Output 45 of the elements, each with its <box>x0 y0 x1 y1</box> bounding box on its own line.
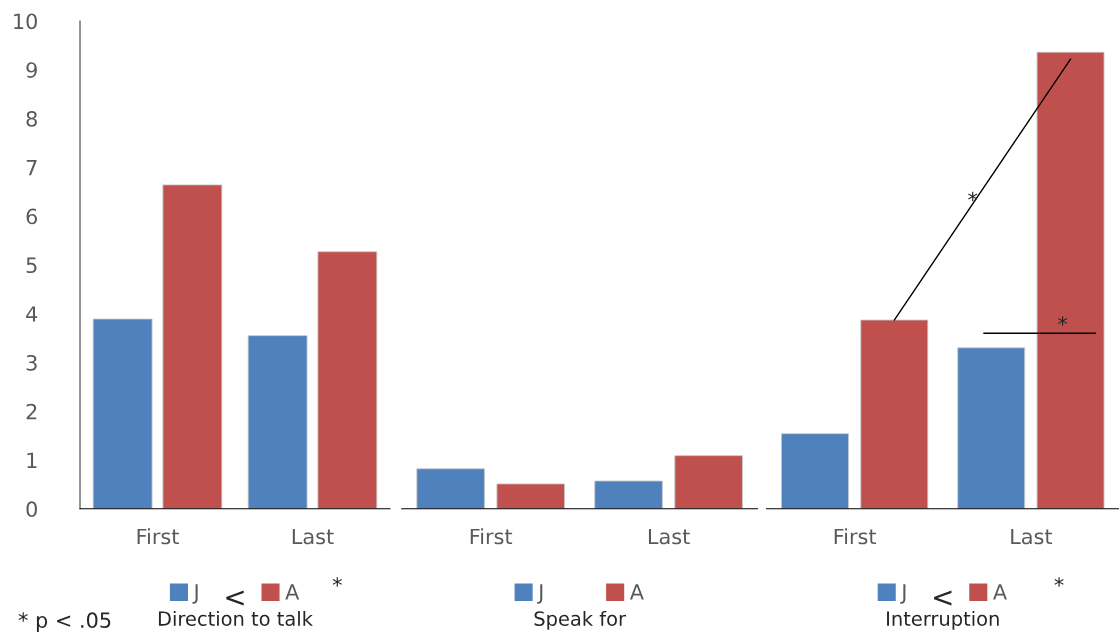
text: < <box>934 590 952 606</box>
bar <box>496 483 565 509</box>
x-axis-title: Direction to talk <box>158 610 313 626</box>
y-tick-label: 10 <box>14 13 37 30</box>
annotation: * <box>968 191 978 202</box>
text: * p < .05 <box>18 612 111 633</box>
y-tick-label: 3 <box>26 354 37 371</box>
x-axis-title: Speak for <box>534 610 627 630</box>
x-tick-label: First <box>137 528 179 545</box>
y-tick-label: 1 <box>27 452 37 468</box>
annotation: * <box>1058 316 1068 326</box>
x-tick-label: Last <box>1011 528 1053 545</box>
bar <box>92 318 153 509</box>
y-tick-label: 4 <box>26 306 38 322</box>
legend-label: J <box>537 584 543 604</box>
bar <box>594 480 663 509</box>
bar <box>247 335 308 509</box>
bar <box>674 455 743 509</box>
legend-label: A <box>629 584 644 600</box>
legend-label: J <box>192 584 198 604</box>
y-tick-label: 0 <box>26 501 37 518</box>
bar <box>162 184 223 509</box>
text: * <box>1054 577 1064 587</box>
x-tick-label: First <box>470 528 513 545</box>
y-tick-label: 6 <box>26 208 38 225</box>
y-tick-label: 9 <box>26 62 37 78</box>
legend-label: A <box>993 584 1007 600</box>
x-axis-title: Interruption <box>887 610 999 630</box>
legend-label: A <box>285 584 300 600</box>
y-tick-label: 7 <box>26 160 37 176</box>
y-tick-label: 2 <box>26 403 37 420</box>
bar <box>1036 51 1105 509</box>
bar <box>317 251 378 509</box>
text: * <box>332 577 342 587</box>
bar <box>957 347 1026 509</box>
y-tick-label: 8 <box>26 111 37 127</box>
bar <box>860 319 929 509</box>
bar <box>416 468 485 509</box>
x-tick-label: Last <box>648 528 690 545</box>
y-tick-label: 5 <box>26 257 37 274</box>
text: < <box>226 590 244 606</box>
x-tick-label: Last <box>292 528 334 545</box>
x-tick-label: First <box>834 528 877 545</box>
bar <box>781 433 849 509</box>
legend-label: J <box>900 584 906 604</box>
